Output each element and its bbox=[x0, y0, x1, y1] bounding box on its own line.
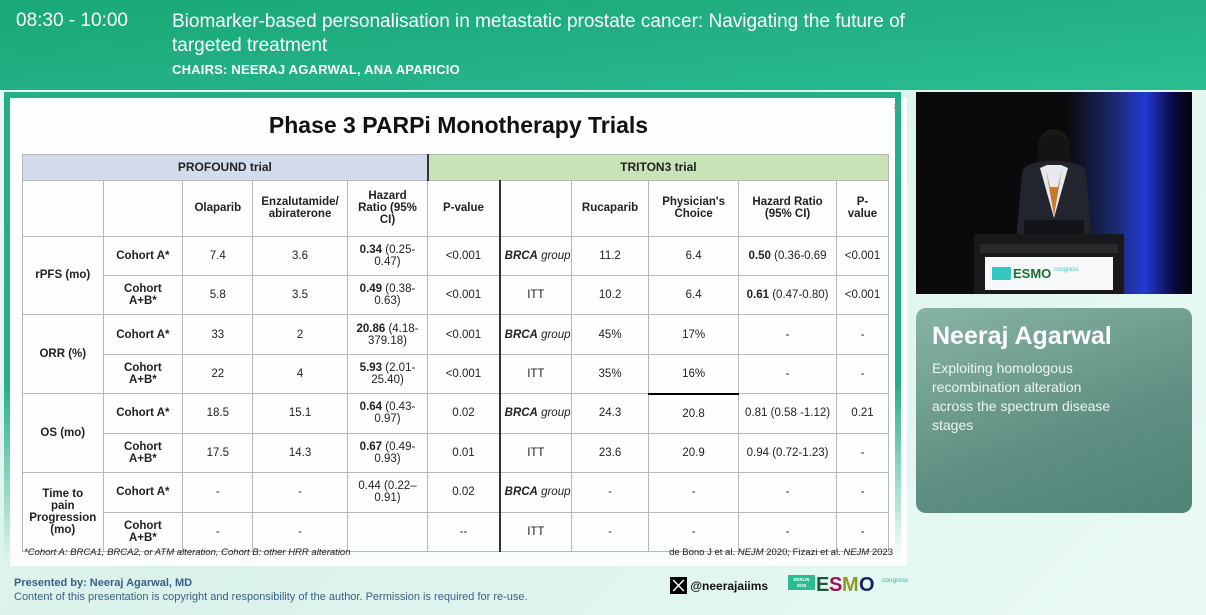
svg-text:M: M bbox=[842, 574, 858, 595]
svg-text:E: E bbox=[816, 574, 829, 595]
svg-text:S: S bbox=[829, 574, 842, 595]
svg-text:congress: congress bbox=[882, 577, 908, 584]
svg-text:ESMO: ESMO bbox=[1013, 266, 1051, 281]
svg-text:2025: 2025 bbox=[797, 583, 807, 588]
svg-text:O: O bbox=[859, 574, 874, 595]
svg-text:congress: congress bbox=[1054, 267, 1078, 273]
svg-text:BERLIN: BERLIN bbox=[794, 577, 810, 582]
